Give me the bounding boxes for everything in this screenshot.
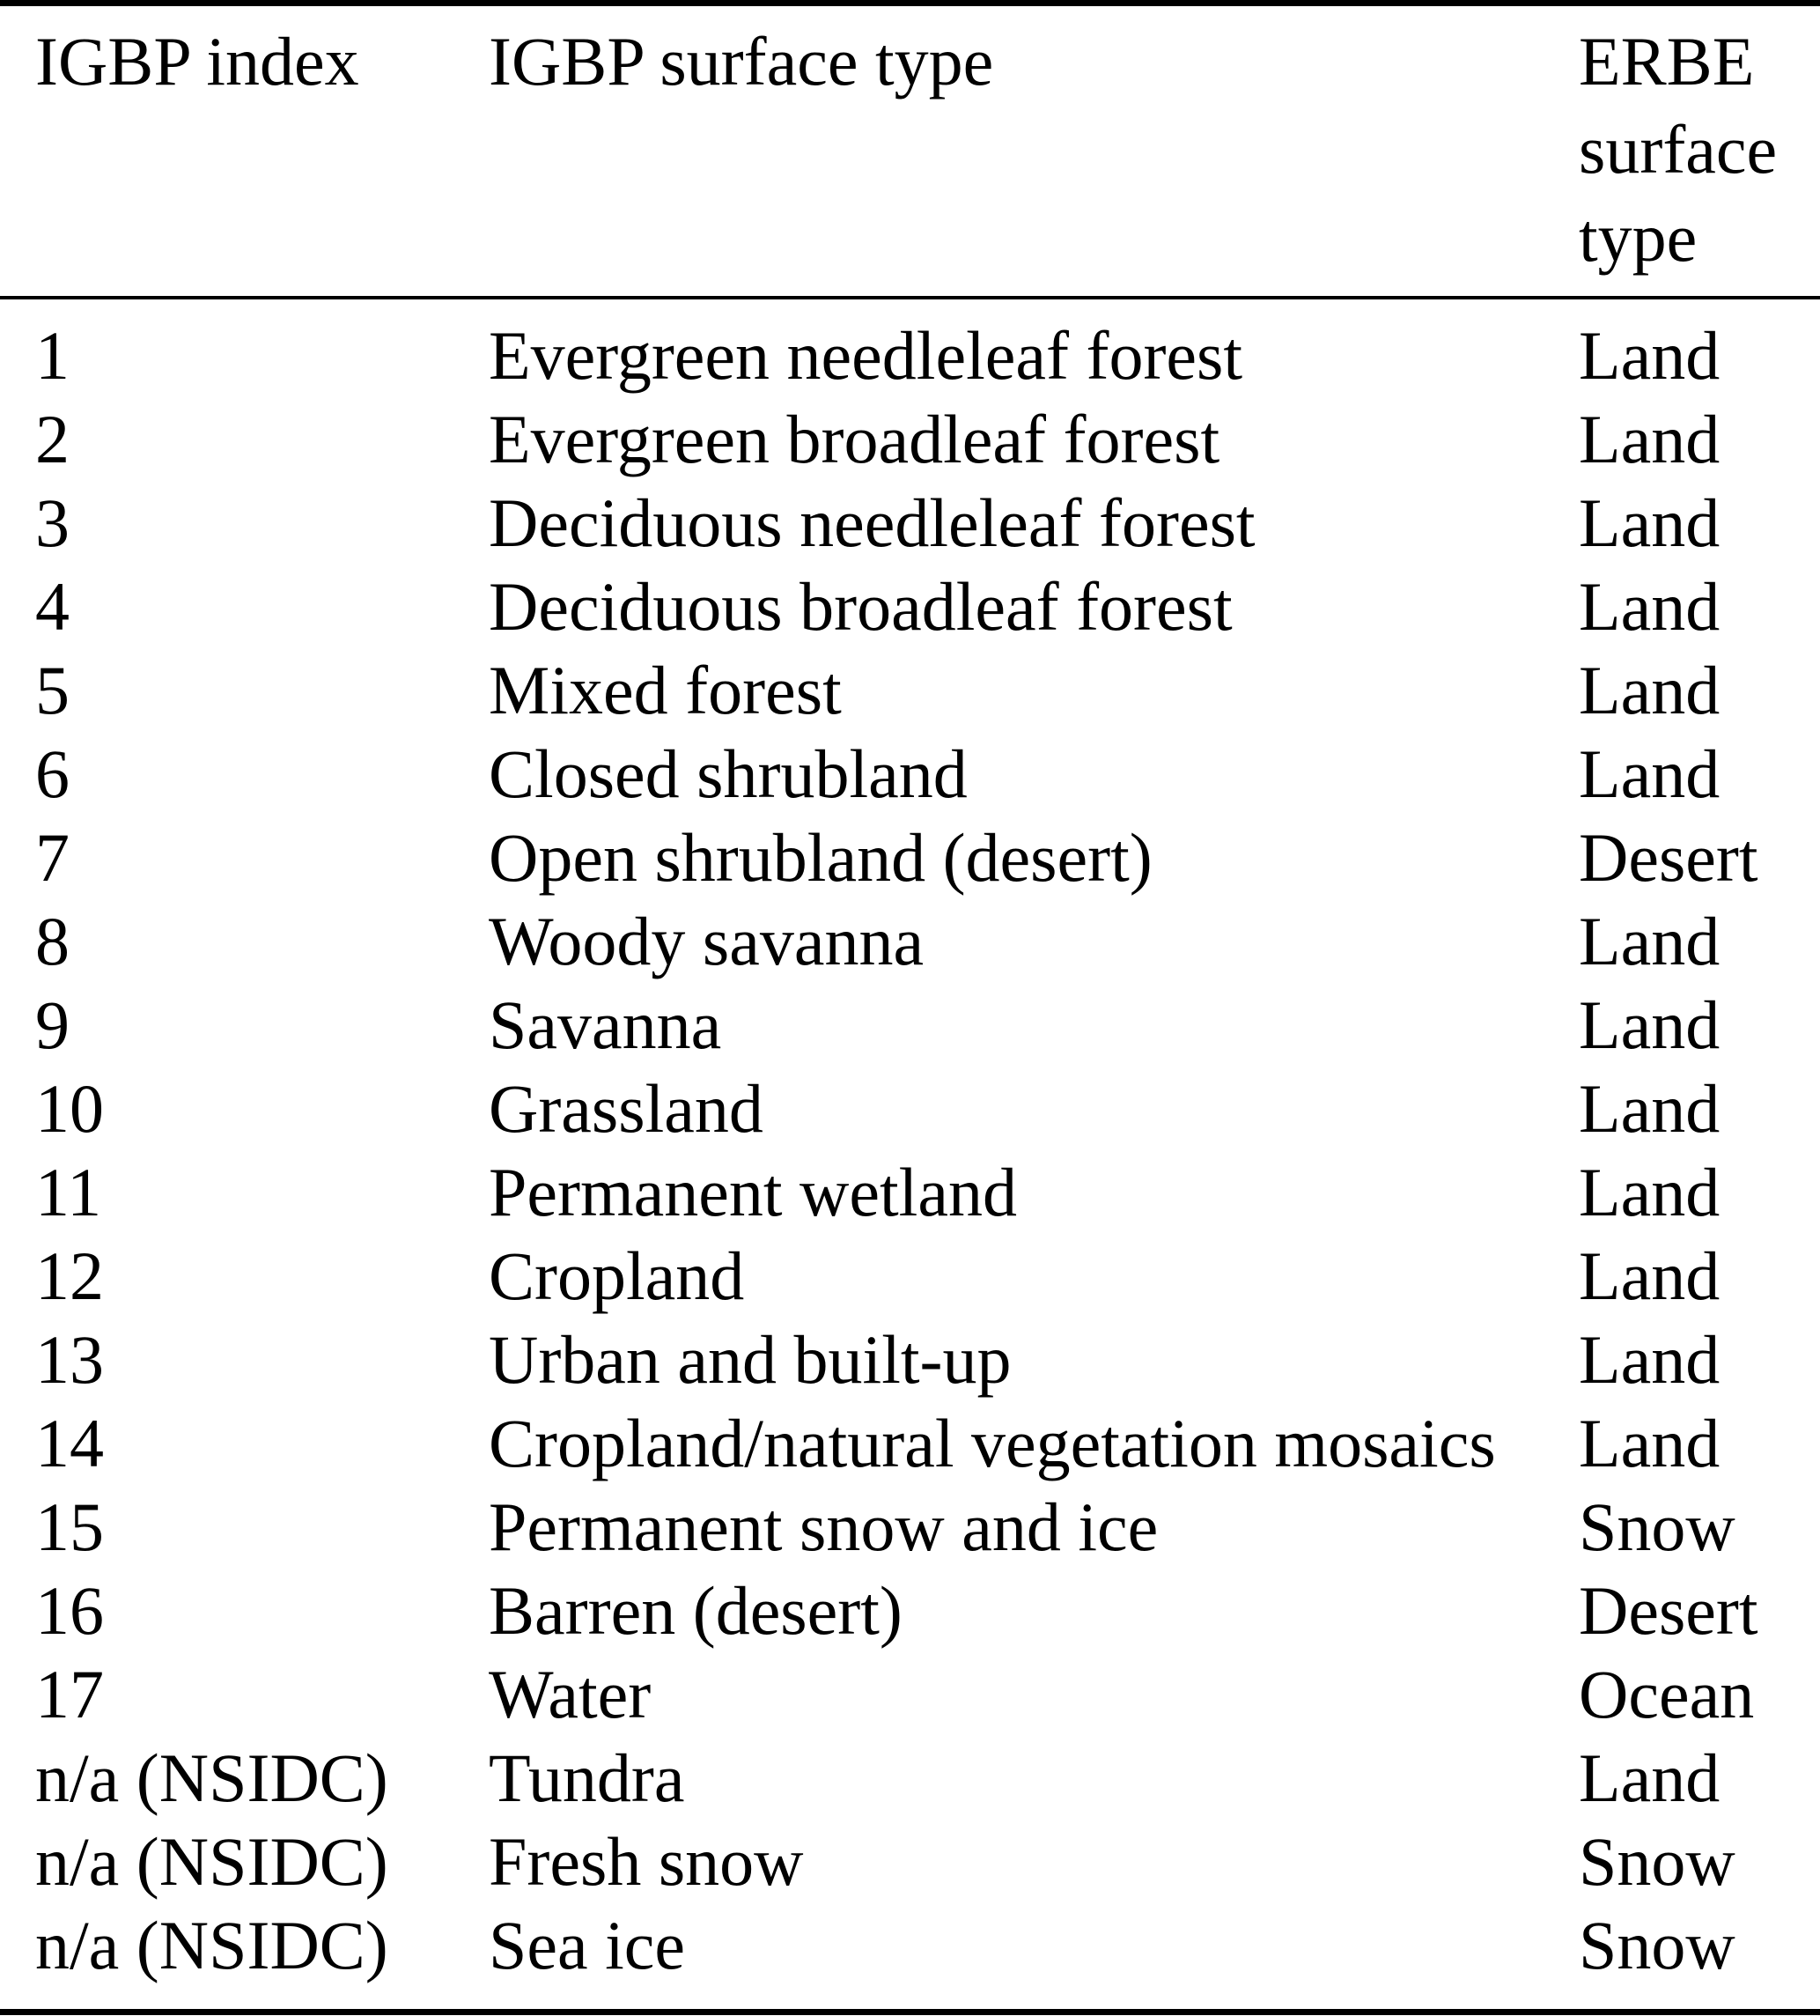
cell-igbp-surface-type: Sea ice [489, 1907, 686, 1983]
cell-igbp-surface-type: Fresh snow [489, 1823, 804, 1900]
cell-igbp-surface-type: Tundra [489, 1739, 685, 1816]
table-row: 13 Urban and built-up Land [0, 1318, 1820, 1401]
cell-igbp-surface-type: Permanent wetland [489, 1154, 1017, 1230]
cell-igbp-surface-type: Water [489, 1656, 652, 1732]
cell-igbp-surface-type: Savanna [489, 986, 722, 1063]
table-header-row: IGBP index IGBP surface type ERBE surfac… [0, 5, 1820, 282]
cell-igbp-surface-type: Open shrubland (desert) [489, 819, 1153, 896]
cell-igbp-surface-type: Deciduous needleleaf forest [489, 484, 1256, 561]
table-row: 6 Closed shrubland Land [0, 732, 1820, 816]
cell-erbe-surface-type: Land [1579, 1321, 1721, 1398]
table-row: 7 Open shrubland (desert) Desert [0, 816, 1820, 899]
table-row: 14 Cropland/natural vegetation mosaics L… [0, 1401, 1820, 1485]
cell-igbp-index: 2 [35, 401, 70, 477]
table-row: 2 Evergreen broadleaf forest Land [0, 397, 1820, 481]
header-igbp-surface-type: IGBP surface type [489, 23, 994, 100]
table-row: 8 Woody savanna Land [0, 899, 1820, 983]
header-erbe-line-2: surface [1579, 111, 1778, 188]
table-row: 9 Savanna Land [0, 983, 1820, 1067]
cell-igbp-surface-type: Evergreen needleleaf forest [489, 317, 1243, 394]
table-row: 12 Cropland Land [0, 1234, 1820, 1318]
cell-igbp-surface-type: Cropland [489, 1237, 745, 1314]
cell-igbp-index: 11 [35, 1154, 102, 1230]
table-row: 10 Grassland Land [0, 1067, 1820, 1150]
table-top-rule [0, 0, 1820, 6]
cell-igbp-index: 9 [35, 986, 70, 1063]
table-row: n/a (NSIDC) Sea ice Snow [0, 1903, 1820, 1987]
cell-igbp-index: 1 [35, 317, 70, 394]
cell-erbe-surface-type: Land [1579, 986, 1721, 1063]
header-erbe-surface-type: ERBE surface type [1579, 18, 1820, 282]
table-row: 16 Barren (desert) Desert [0, 1569, 1820, 1652]
cell-igbp-index: 14 [35, 1405, 104, 1481]
cell-igbp-index: 17 [35, 1656, 104, 1732]
cell-igbp-surface-type: Cropland/natural vegetation mosaics [489, 1405, 1496, 1481]
header-erbe-line-1: ERBE [1579, 23, 1755, 100]
table-bottom-rule [0, 2009, 1820, 2015]
cell-erbe-surface-type: Land [1579, 903, 1721, 979]
cell-erbe-surface-type: Land [1579, 1237, 1721, 1314]
cell-igbp-surface-type: Urban and built-up [489, 1321, 1012, 1398]
table-header-rule [0, 296, 1820, 299]
cell-erbe-surface-type: Desert [1579, 1572, 1758, 1649]
cell-igbp-surface-type: Closed shrubland [489, 735, 968, 812]
table-row: n/a (NSIDC) Tundra Land [0, 1736, 1820, 1820]
cell-igbp-surface-type: Barren (desert) [489, 1572, 903, 1649]
cell-igbp-index: 16 [35, 1572, 104, 1649]
cell-erbe-surface-type: Snow [1579, 1488, 1735, 1565]
table-row: n/a (NSIDC) Fresh snow Snow [0, 1820, 1820, 1903]
cell-igbp-index: 8 [35, 903, 70, 979]
cell-erbe-surface-type: Land [1579, 652, 1721, 728]
cell-igbp-surface-type: Permanent snow and ice [489, 1488, 1159, 1565]
cell-igbp-index: n/a (NSIDC) [35, 1739, 388, 1816]
cell-erbe-surface-type: Land [1579, 735, 1721, 812]
cell-igbp-index: n/a (NSIDC) [35, 1907, 388, 1983]
table-row: 17 Water Ocean [0, 1652, 1820, 1736]
table-row: 15 Permanent snow and ice Snow [0, 1485, 1820, 1569]
cell-igbp-surface-type: Mixed forest [489, 652, 842, 728]
cell-igbp-index: 3 [35, 484, 70, 561]
table-body: 1 Evergreen needleleaf forest Land 2 Eve… [0, 299, 1820, 1987]
cell-igbp-surface-type: Grassland [489, 1070, 763, 1147]
table-row: 5 Mixed forest Land [0, 648, 1820, 732]
cell-igbp-index: 15 [35, 1488, 104, 1565]
table-row: 11 Permanent wetland Land [0, 1150, 1820, 1234]
cell-igbp-index: 10 [35, 1070, 104, 1147]
cell-igbp-surface-type: Woody savanna [489, 903, 925, 979]
cell-erbe-surface-type: Land [1579, 1405, 1721, 1481]
cell-igbp-index: 5 [35, 652, 70, 728]
header-igbp-index: IGBP index [35, 23, 359, 100]
cell-igbp-index: 13 [35, 1321, 104, 1398]
cell-erbe-surface-type: Snow [1579, 1907, 1735, 1983]
cell-erbe-surface-type: Ocean [1579, 1656, 1755, 1732]
cell-igbp-index: 12 [35, 1237, 104, 1314]
cell-erbe-surface-type: Land [1579, 1154, 1721, 1230]
table-row: 3 Deciduous needleleaf forest Land [0, 481, 1820, 565]
cell-erbe-surface-type: Desert [1579, 819, 1758, 896]
cell-igbp-index: 6 [35, 735, 70, 812]
cell-igbp-index: 7 [35, 819, 70, 896]
table-row: 4 Deciduous broadleaf forest Land [0, 565, 1820, 648]
cell-igbp-surface-type: Evergreen broadleaf forest [489, 401, 1220, 477]
cell-erbe-surface-type: Land [1579, 317, 1721, 394]
cell-erbe-surface-type: Land [1579, 401, 1721, 477]
cell-igbp-index: 4 [35, 568, 70, 645]
cell-erbe-surface-type: Land [1579, 568, 1721, 645]
cell-igbp-index: n/a (NSIDC) [35, 1823, 388, 1900]
header-erbe-line-3: type [1579, 199, 1698, 276]
cell-erbe-surface-type: Land [1579, 484, 1721, 561]
cell-igbp-surface-type: Deciduous broadleaf forest [489, 568, 1233, 645]
cell-erbe-surface-type: Land [1579, 1739, 1721, 1816]
table-row: 1 Evergreen needleleaf forest Land [0, 314, 1820, 397]
cell-erbe-surface-type: Snow [1579, 1823, 1735, 1900]
cell-erbe-surface-type: Land [1579, 1070, 1721, 1147]
